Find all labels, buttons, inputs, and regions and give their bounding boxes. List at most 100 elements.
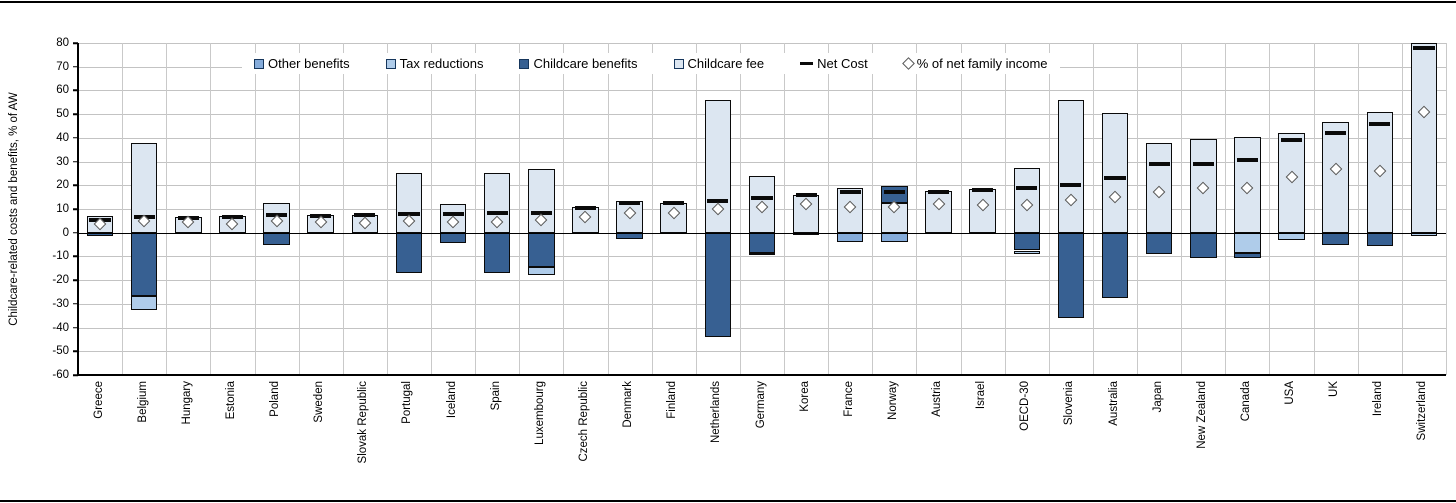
bar-segment-childcare_benefits — [395, 232, 423, 274]
gridline-horizontal — [78, 256, 1446, 258]
y-tick-mark — [73, 374, 78, 376]
gridline-vertical — [1269, 43, 1271, 375]
gridline-vertical — [651, 43, 653, 375]
country-column — [1402, 43, 1446, 375]
gridline-vertical — [1137, 43, 1139, 375]
country-column — [740, 43, 784, 375]
bar-segment-childcare_fee — [395, 173, 423, 233]
x-axis-label: Austria — [931, 381, 944, 417]
y-tick-mark — [73, 65, 78, 68]
bar-segment-childcare_benefits — [748, 232, 776, 253]
country-column — [784, 43, 828, 375]
country-column — [475, 43, 519, 375]
x-axis-label: Slovak Republic — [357, 381, 370, 464]
x-axis-label: OECD-30 — [1019, 381, 1032, 431]
x-axis-label: Portugal — [401, 381, 414, 424]
gridline-vertical — [739, 43, 741, 375]
bar-segment-childcare_fee — [528, 168, 555, 233]
y-tick-label: 20 — [56, 179, 69, 192]
y-tick-mark — [73, 279, 78, 281]
x-axis-label: UK — [1328, 381, 1341, 397]
y-tick-mark — [73, 326, 78, 329]
country-column — [519, 43, 563, 375]
x-axis-label: Spain — [489, 381, 502, 411]
bar-segment-childcare_fee — [1322, 122, 1349, 233]
bar-segment-childcare_benefits — [1101, 232, 1129, 298]
net-cost-dash — [883, 190, 905, 195]
y-tick-label: 60 — [56, 84, 69, 97]
net-cost-dash — [530, 210, 552, 215]
net-cost-dash — [574, 205, 597, 210]
gridline-vertical — [519, 43, 521, 375]
y-tick-label: 0 — [62, 226, 69, 239]
bar-segment-tax_reductions — [748, 252, 776, 256]
country-column — [828, 43, 872, 375]
bar-segment-childcare_benefits — [130, 232, 158, 296]
country-column — [961, 43, 1005, 375]
gridline-vertical — [784, 43, 786, 375]
net-cost-dash — [1192, 161, 1214, 166]
net-cost-dash — [398, 211, 420, 216]
gridline-vertical — [828, 43, 830, 375]
country-column — [652, 43, 696, 375]
legend-item-other_benefits: Other benefits — [254, 56, 350, 71]
y-tick-label: 50 — [56, 108, 69, 121]
gridline-horizontal — [78, 303, 1446, 305]
country-column — [1181, 43, 1225, 375]
net-cost-dash — [1016, 185, 1038, 190]
gridline-vertical — [960, 43, 962, 375]
y-tick-mark — [73, 113, 78, 115]
gridline-vertical — [1004, 43, 1006, 375]
bar-segment-tax_reductions — [1013, 250, 1040, 255]
legend-swatch-tax_reductions — [385, 58, 396, 69]
net-cost-dash — [972, 188, 994, 193]
x-axis-label: Poland — [269, 381, 282, 417]
net-cost-dash — [1236, 158, 1258, 163]
country-column — [563, 43, 607, 375]
x-axis-label: Estonia — [224, 381, 237, 420]
bar-segment-tax_reductions — [1234, 232, 1261, 253]
bar-segment-childcare_benefits — [528, 232, 555, 268]
gridline-vertical — [916, 43, 918, 375]
country-column — [916, 43, 960, 375]
country-column — [210, 43, 254, 375]
bar-segment-childcare_benefits — [1190, 232, 1217, 258]
x-axis-label: Canada — [1239, 381, 1252, 422]
legend-label: % of net family income — [916, 56, 1048, 71]
bar-segment-childcare_benefits — [1013, 232, 1040, 251]
country-column — [387, 43, 431, 375]
country-column — [1093, 43, 1137, 375]
x-axis-label: France — [842, 381, 855, 417]
net-cost-dash — [927, 190, 950, 195]
gridline-vertical — [1401, 43, 1403, 375]
country-column — [122, 43, 166, 375]
bar-segment-tax_reductions — [130, 295, 158, 310]
x-axis-label: Hungary — [180, 381, 193, 425]
country-column — [1358, 43, 1402, 375]
legend-label: Net Cost — [817, 56, 868, 71]
gridline-vertical — [431, 43, 433, 375]
gridline-vertical — [254, 43, 256, 375]
gridline-vertical — [1446, 43, 1447, 375]
x-axis-label: Luxembourg — [533, 381, 546, 445]
x-axis-label: Iceland — [445, 381, 458, 419]
net-cost-dash — [442, 211, 464, 216]
y-tick-label: 30 — [56, 155, 69, 168]
country-column — [166, 43, 210, 375]
y-tick-label: -30 — [52, 297, 69, 310]
legend-label: Tax reductions — [399, 56, 484, 71]
net-cost-dash — [1060, 183, 1082, 188]
y-tick-mark — [73, 184, 78, 187]
y-tick-label: 10 — [56, 203, 69, 215]
country-column — [1005, 43, 1049, 375]
net-cost-dash — [221, 215, 244, 220]
y-tick-label: -40 — [52, 321, 69, 334]
gridline-vertical — [1313, 43, 1315, 375]
x-axis-label: Czech Republic — [577, 381, 590, 462]
country-column — [872, 43, 916, 375]
gridline-horizontal — [78, 280, 1446, 282]
x-axis-label: Switzerland — [1416, 381, 1429, 441]
gridline-vertical — [1181, 43, 1183, 375]
y-tick-label: 40 — [56, 131, 69, 144]
x-axis-label: Norway — [886, 381, 899, 420]
